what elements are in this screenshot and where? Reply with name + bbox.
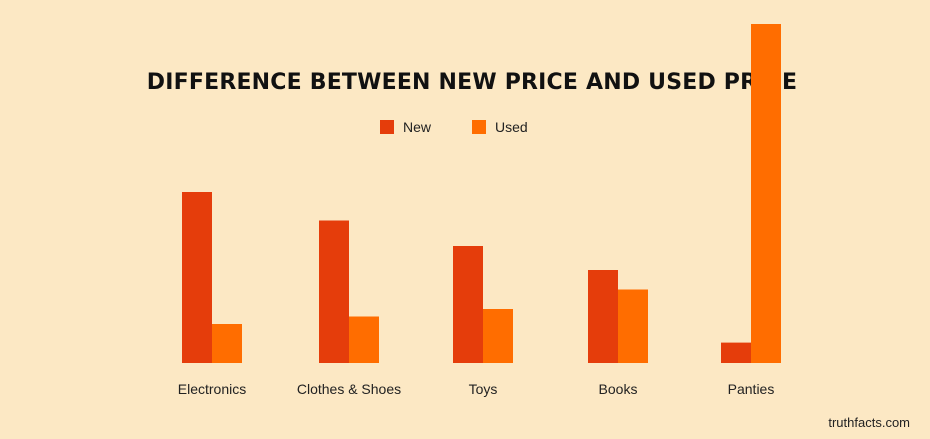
bar-used-1 xyxy=(349,316,379,363)
bar-new-2 xyxy=(453,246,483,363)
category-label-4: Panties xyxy=(728,381,775,397)
legend-label-used: Used xyxy=(495,119,528,135)
category-labels: Electronics Clothes & Shoes Toys Books Panti… xyxy=(178,381,775,397)
category-label-1: Clothes & Shoes xyxy=(297,381,401,397)
bar-new-0 xyxy=(182,192,212,363)
category-label-2: Toys xyxy=(469,381,498,397)
chart-title: DIFFERENCE BETWEEN NEW PRICE AND USED PR… xyxy=(147,70,797,95)
bar-new-4 xyxy=(721,342,751,363)
bar-new-1 xyxy=(319,220,349,363)
category-label-0: Electronics xyxy=(178,381,246,397)
bar-used-2 xyxy=(483,309,513,363)
bar-new-3 xyxy=(588,270,618,363)
legend-swatch-new xyxy=(380,120,394,134)
bars xyxy=(182,24,781,363)
category-label-3: Books xyxy=(599,381,638,397)
bar-used-4 xyxy=(751,24,781,363)
bar-used-0 xyxy=(212,324,242,363)
legend-swatch-used xyxy=(472,120,486,134)
watermark: truthfacts.com xyxy=(828,415,910,430)
legend: New Used xyxy=(380,119,528,135)
legend-label-new: New xyxy=(403,119,432,135)
bar-used-3 xyxy=(618,289,648,363)
